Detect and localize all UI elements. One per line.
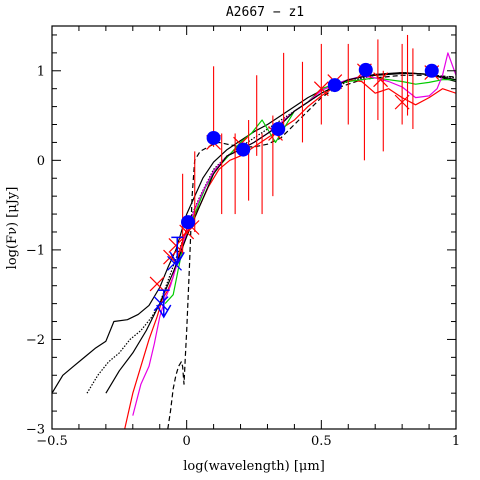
model-cross — [394, 94, 410, 110]
upper-limit-arrowhead — [156, 304, 172, 319]
model-cross — [373, 72, 389, 88]
x-tick-label: 0.5 — [311, 434, 332, 449]
photometry-point — [236, 142, 251, 157]
y-tick-label: −1 — [26, 243, 45, 258]
series-line-0 — [52, 72, 456, 394]
photometry-point — [424, 63, 439, 78]
photometry-point — [271, 121, 286, 136]
photometry-point — [327, 78, 342, 93]
photometry-point — [181, 215, 196, 230]
chart-title: A2667 − z1 — [226, 5, 304, 20]
tick-layer: −0.5 0 0.5 1 −3 −2 −1 0 1 — [26, 26, 460, 449]
plot-frame — [51, 25, 457, 430]
model-cross — [313, 81, 329, 97]
y-tick-label: −3 — [26, 423, 45, 438]
upper-limit-arrowhead — [169, 251, 185, 266]
marker-layer — [149, 62, 440, 319]
y-tick-label: 1 — [37, 64, 45, 79]
x-tick-label: 1 — [452, 434, 460, 449]
x-axis-title: log(wavelength) [μm] — [183, 459, 325, 474]
series-line-6 — [105, 71, 456, 394]
x-tick-label: −0.5 — [36, 434, 68, 449]
series-layer — [52, 34, 456, 429]
blue-cross — [167, 255, 183, 271]
y-tick-label: 0 — [37, 154, 45, 169]
photometry-point — [206, 130, 221, 145]
model-cross — [149, 276, 165, 292]
series-line-1 — [86, 71, 456, 394]
blue-cross — [153, 296, 169, 312]
y-tick-label: −2 — [26, 333, 45, 348]
photometry-point — [358, 62, 373, 77]
model-cross — [168, 237, 184, 253]
y-axis-title: log(Fν) [μJy] — [5, 187, 20, 270]
x-tick-label: 0 — [183, 434, 191, 449]
